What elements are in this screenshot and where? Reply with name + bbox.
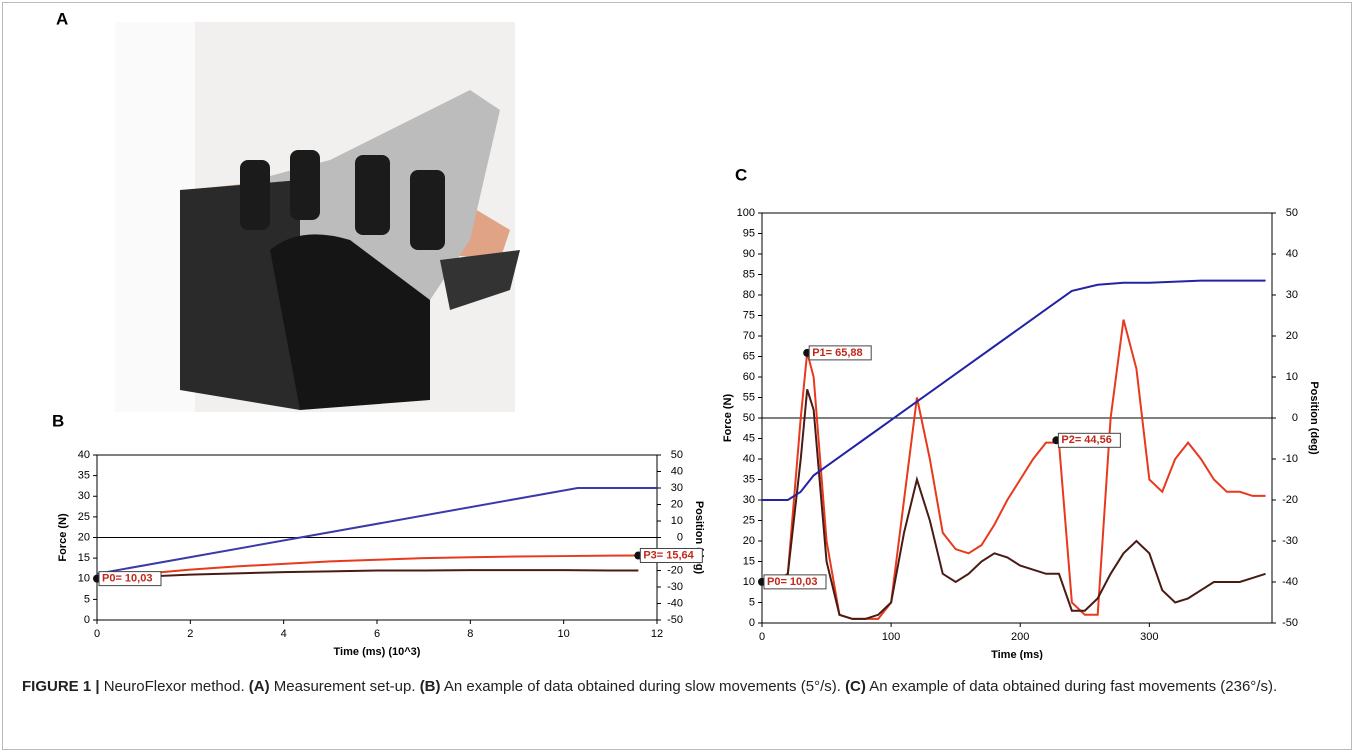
y-tick-label: 90 xyxy=(743,248,755,260)
caption: FIGURE 1 | NeuroFlexor method. (A) Measu… xyxy=(22,674,1332,700)
y2-tick-label: 40 xyxy=(671,465,683,477)
series-line xyxy=(762,320,1266,619)
y-tick-label: 95 xyxy=(743,227,755,239)
x-tick-label: 10 xyxy=(558,628,570,640)
caption-part: (A) xyxy=(249,678,270,695)
y-tick-label: 40 xyxy=(78,449,90,461)
y2-axis-label: Position (deg) xyxy=(693,501,705,575)
caption-part: An example of data obtained during fast … xyxy=(866,678,1277,695)
y-tick-label: 75 xyxy=(743,309,755,321)
y2-tick-label: 10 xyxy=(671,515,683,527)
annotation-label: P0= 10,03 xyxy=(102,573,152,585)
panel-label: C xyxy=(735,165,747,184)
series-line xyxy=(762,281,1266,500)
y2-tick-label: -50 xyxy=(667,614,683,626)
y-tick-label: 80 xyxy=(743,289,755,301)
caption-part: NeuroFlexor method. xyxy=(100,678,249,695)
y2-tick-label: -40 xyxy=(667,597,683,609)
y-tick-label: 10 xyxy=(743,576,755,588)
x-tick-label: 300 xyxy=(1140,631,1158,643)
y-tick-label: 20 xyxy=(78,531,90,543)
series-line xyxy=(762,389,1266,619)
x-axis-label: Time (ms) xyxy=(991,649,1043,660)
y-tick-label: 85 xyxy=(743,268,755,280)
y2-tick-label: 0 xyxy=(677,531,683,543)
x-tick-label: 4 xyxy=(281,628,287,640)
annotation-label: P2= 44,56 xyxy=(1061,434,1111,446)
y-tick-label: 100 xyxy=(737,207,755,219)
y-tick-label: 0 xyxy=(84,614,90,626)
y-tick-label: 60 xyxy=(743,371,755,383)
x-tick-label: 100 xyxy=(882,631,900,643)
y-tick-label: 20 xyxy=(743,535,755,547)
annotation-label: P1= 65,88 xyxy=(812,347,862,359)
y-tick-label: 5 xyxy=(749,596,755,608)
panel-label: A xyxy=(56,9,68,28)
x-tick-label: 2 xyxy=(187,628,193,640)
y-tick-label: 70 xyxy=(743,330,755,342)
x-axis-label: Time (ms) (10^3) xyxy=(334,646,421,658)
y-tick-label: 45 xyxy=(743,432,755,444)
y-tick-label: 50 xyxy=(743,412,755,424)
caption-part: FIGURE 1 | xyxy=(22,678,100,695)
x-tick-label: 12 xyxy=(651,628,663,640)
y-tick-label: 10 xyxy=(78,573,90,585)
y2-tick-label: 50 xyxy=(1286,207,1298,219)
caption-part: Measurement set-up. xyxy=(270,678,420,695)
y2-tick-label: -20 xyxy=(1282,494,1298,506)
series-line xyxy=(97,488,657,574)
y-axis-label: Force (N) xyxy=(57,513,69,562)
y2-tick-label: -40 xyxy=(1282,576,1298,588)
y2-tick-label: -10 xyxy=(1282,453,1298,465)
y2-tick-label: -50 xyxy=(1282,617,1298,629)
y-tick-label: 5 xyxy=(84,593,90,605)
x-tick-label: 0 xyxy=(759,631,765,643)
annotation-label: P0= 10,03 xyxy=(767,576,817,588)
caption-part: (B) xyxy=(420,678,441,695)
annotation-label: P3= 15,64 xyxy=(643,549,694,561)
y2-tick-label: 20 xyxy=(671,498,683,510)
x-tick-label: 6 xyxy=(374,628,380,640)
y2-tick-label: -30 xyxy=(1282,535,1298,547)
figure: A B C 0 2 4 6 8 10 12 0 5 10 15 20 25 30 35 40 -50 -40 -30… xyxy=(0,0,1357,660)
y-tick-label: 15 xyxy=(78,552,90,564)
y2-tick-label: 10 xyxy=(1286,371,1298,383)
panel-label: B xyxy=(52,411,64,430)
y2-tick-label: 40 xyxy=(1286,248,1298,260)
y-tick-label: 30 xyxy=(743,494,755,506)
y-tick-label: 65 xyxy=(743,350,755,362)
y-tick-label: 15 xyxy=(743,555,755,567)
y2-tick-label: 30 xyxy=(1286,289,1298,301)
y-tick-label: 0 xyxy=(749,617,755,629)
caption-part: An example of data obtained during slow … xyxy=(441,678,846,695)
y2-tick-label: 20 xyxy=(1286,330,1298,342)
y-tick-label: 25 xyxy=(743,514,755,526)
y2-axis-label: Position (deg) xyxy=(1308,381,1320,455)
x-tick-label: 8 xyxy=(467,628,473,640)
x-tick-label: 200 xyxy=(1011,631,1029,643)
y2-tick-label: 0 xyxy=(1292,412,1298,424)
y-axis-label: Force (N) xyxy=(722,394,734,443)
y2-tick-label: -20 xyxy=(667,564,683,576)
y2-tick-label: 30 xyxy=(671,482,683,494)
x-tick-label: 0 xyxy=(94,628,100,640)
y-tick-label: 35 xyxy=(78,470,90,482)
photo xyxy=(115,22,520,412)
y-tick-label: 40 xyxy=(743,453,755,465)
y-tick-label: 55 xyxy=(743,391,755,403)
caption-part: (C) xyxy=(845,678,866,695)
y-tick-label: 25 xyxy=(78,511,90,523)
y2-tick-label: -30 xyxy=(667,581,683,593)
y-tick-label: 30 xyxy=(78,490,90,502)
y-tick-label: 35 xyxy=(743,473,755,485)
y2-tick-label: 50 xyxy=(671,449,683,461)
